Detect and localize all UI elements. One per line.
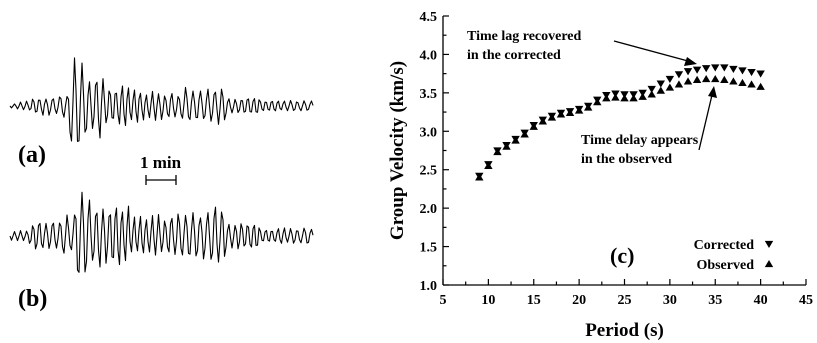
point-observed	[602, 94, 611, 102]
point-corrected	[711, 64, 720, 72]
point-observed	[674, 80, 684, 88]
point-observed	[692, 75, 702, 83]
point-observed	[475, 173, 484, 181]
annotation-time-lag-arrow	[613, 40, 689, 62]
point-observed	[565, 108, 575, 116]
annotation-time-delay-line2: in the observed	[581, 152, 672, 167]
y-tick-label: 4.5	[420, 10, 438, 25]
annotation-time-delay-arrow	[698, 94, 713, 151]
point-corrected	[701, 65, 711, 73]
point-corrected	[738, 67, 747, 75]
x-tick-label: 10	[481, 293, 495, 308]
point-observed	[584, 103, 593, 111]
annotation-time-lag: Time lag recovered in the corrected	[467, 29, 697, 66]
x-tick-label: 25	[618, 293, 632, 308]
x-tick-label: 45	[799, 293, 813, 308]
point-observed	[683, 77, 693, 85]
chart-c-ticks: 1.0 1.5 2.0 2.5 3.0 3.5 4.0 4.5 5 10 15 20 25 30 35 40 4…	[420, 10, 814, 308]
point-observed	[629, 94, 638, 102]
point-corrected	[647, 85, 656, 94]
point-observed	[756, 82, 765, 90]
point-observed	[574, 106, 584, 114]
annotation-time-delay: Time delay appears in the observed	[581, 86, 717, 167]
point-observed	[520, 130, 529, 138]
point-observed	[647, 90, 656, 98]
x-tick-label: 15	[527, 293, 541, 308]
y-tick-label: 4.0	[420, 48, 438, 63]
point-observed	[502, 142, 511, 150]
point-observed	[738, 78, 747, 87]
point-observed	[620, 94, 629, 102]
x-tick-label: 40	[754, 293, 768, 308]
point-corrected	[747, 68, 756, 77]
point-corrected	[692, 66, 702, 74]
point-observed	[593, 98, 602, 106]
y-tick-label: 3.0	[420, 125, 438, 140]
point-observed	[611, 93, 620, 101]
point-corrected	[665, 75, 675, 84]
annotation-time-lag-line1: Time lag recovered	[467, 29, 582, 44]
point-observed	[547, 113, 557, 121]
point-observed	[729, 77, 738, 85]
point-observed	[493, 148, 502, 156]
point-corrected	[674, 71, 684, 79]
y-tick-label: 1.0	[420, 279, 438, 294]
panel-c-label: (c)	[610, 243, 634, 268]
x-axis-label: Period (s)	[585, 320, 664, 341]
point-observed	[711, 75, 720, 83]
x-tick-label: 30	[663, 293, 677, 308]
seismogram-a	[9, 57, 314, 142]
annotation-time-delay-arrowhead	[708, 86, 717, 98]
y-tick-label: 2.5	[420, 164, 438, 179]
point-observed	[538, 117, 548, 125]
point-observed	[638, 92, 647, 100]
point-corrected	[729, 65, 738, 74]
legend-label-corrected: Corrected	[694, 238, 755, 253]
panel-b-label: (b)	[18, 286, 47, 312]
seismogram-a-trace	[9, 57, 314, 142]
seismogram-b	[9, 191, 314, 273]
annotation-time-delay-line1: Time delay appears	[581, 133, 699, 148]
point-observed	[701, 75, 711, 83]
legend-marker-observed	[764, 260, 774, 268]
y-axis-label: Group Velocity (km/s)	[387, 61, 408, 240]
legend-marker-corrected	[764, 240, 774, 248]
y-tick-label: 1.5	[420, 241, 438, 256]
point-observed	[529, 122, 538, 130]
scale-bar: 1 min	[140, 153, 182, 185]
point-corrected	[656, 80, 665, 88]
panel-a-label: (a)	[18, 142, 46, 168]
point-corrected	[756, 70, 765, 78]
annotation-time-lag-arrowhead	[684, 57, 697, 66]
chart-c-legend: Corrected Observed	[694, 238, 774, 273]
point-observed	[556, 110, 566, 118]
chart-c: 1.0 1.5 2.0 2.5 3.0 3.5 4.0 4.5 5 10 15 20 25 30 35 40 4…	[387, 10, 813, 341]
point-observed	[656, 86, 665, 94]
seismogram-b-trace	[9, 191, 314, 273]
x-tick-label: 5	[440, 293, 447, 308]
point-observed	[511, 136, 520, 144]
chart-c-marks	[475, 64, 765, 181]
series-observed	[475, 75, 765, 181]
point-observed	[484, 161, 493, 170]
point-corrected	[683, 68, 693, 76]
point-observed	[747, 80, 756, 88]
scale-bar-label: 1 min	[140, 153, 182, 172]
x-tick-label: 20	[572, 293, 586, 308]
legend-label-observed: Observed	[696, 258, 754, 273]
annotation-time-lag-line2: in the corrected	[467, 48, 561, 63]
y-tick-label: 2.0	[420, 202, 438, 217]
y-tick-label: 3.5	[420, 87, 438, 102]
point-observed	[665, 83, 675, 91]
point-observed	[720, 75, 729, 83]
point-corrected	[720, 64, 729, 72]
x-tick-label: 35	[708, 293, 722, 308]
